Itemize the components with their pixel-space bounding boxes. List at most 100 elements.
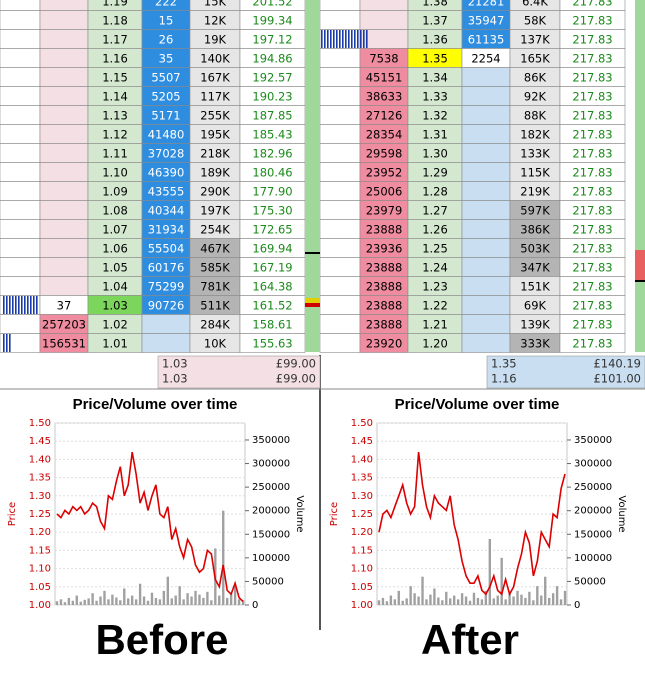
ladder-lay: 257203 [42, 318, 86, 332]
y-tick-label: 1.50 [351, 418, 373, 429]
ladder-cell [0, 219, 41, 239]
y2-tick-label: 350000 [252, 435, 290, 446]
ladder-cell [359, 0, 409, 11]
side-strip [305, 0, 320, 352]
ladder-lay: 23920 [366, 337, 403, 351]
ladder-cell [461, 238, 511, 258]
volume-bar [182, 599, 185, 605]
ladder-cell [39, 86, 89, 106]
ladder-cell [0, 276, 41, 296]
summary-amount: £140.19 [593, 357, 641, 371]
ladder-value: 217.83 [572, 223, 612, 237]
ladder-volume: 12K [204, 14, 227, 28]
ladder-cell [39, 257, 89, 277]
volume-bar [393, 599, 396, 605]
ladder-value: 217.83 [572, 337, 612, 351]
ladder-cell [559, 333, 626, 353]
y-tick-label: 1.00 [29, 600, 51, 611]
volume-bar [508, 593, 511, 605]
y2-tick-label: 0 [252, 600, 258, 611]
ladder-price: 1.37 [422, 14, 448, 28]
ladder-value: 192.57 [252, 71, 292, 85]
summary-amount: £101.00 [593, 372, 641, 386]
volume-bar [468, 600, 472, 605]
ladder-cell [319, 276, 361, 296]
charts: Price/Volume over time 1.00 1.05 1.10 1.15 1.… [7, 396, 627, 611]
volume-bar [142, 596, 146, 605]
ladder-value: 194.86 [252, 52, 292, 66]
ladder-volume: 597K [520, 204, 550, 218]
volume-bar [480, 599, 484, 605]
volume-bar [377, 600, 381, 605]
ladder-cell [0, 162, 41, 182]
ladder-value: 217.83 [572, 242, 612, 256]
y2-tick-label: 250000 [252, 482, 290, 493]
ladder-price: 1.30 [422, 147, 448, 161]
ladder-back: 46390 [148, 166, 185, 180]
volume-bar [123, 588, 126, 605]
volume-bar [544, 576, 547, 605]
ladder-volume: 503K [520, 242, 550, 256]
volume-bar [91, 593, 94, 605]
y-tick-label: 1.35 [351, 473, 373, 484]
summary-price: 1.35 [491, 357, 517, 371]
ladder-cell [319, 238, 361, 258]
volume-bar [456, 599, 460, 605]
ladder-value: 187.85 [252, 109, 292, 123]
ladder-price: 1.21 [422, 318, 448, 332]
ladder-value: 217.83 [572, 299, 612, 313]
ladder-cell [319, 219, 361, 239]
ladder-back: 75299 [148, 280, 185, 294]
ladder-price: 1.36 [422, 33, 448, 47]
ladder-value: 201.52 [252, 0, 292, 9]
ladder-cell [461, 295, 511, 315]
y2-tick-label: 350000 [574, 435, 612, 446]
ladder-volume: 197K [200, 204, 230, 218]
y-tick-label: 1.30 [351, 491, 373, 502]
ladder-cell [319, 181, 361, 201]
ladder-value: 217.83 [572, 261, 612, 275]
volume-marker [320, 30, 368, 48]
summary-box [486, 355, 645, 389]
volume-bar [210, 600, 213, 605]
ladder-volume: 218K [200, 147, 230, 161]
y-axis-label: Price [329, 502, 340, 526]
volume-bar [222, 510, 225, 605]
y2-tick-label: 200000 [252, 506, 290, 517]
volume-bar [445, 591, 448, 605]
ladder-price: 1.23 [422, 280, 448, 294]
summary-amount: £99.00 [276, 372, 316, 386]
ladder-cell [319, 67, 361, 87]
summary-price: 1.03 [162, 357, 188, 371]
volume-bar [492, 598, 495, 605]
volume-bar [500, 557, 503, 605]
volume-bar [421, 576, 424, 605]
y2-tick-label: 0 [574, 600, 580, 611]
y-tick-label: 1.25 [29, 509, 51, 520]
ladder-cell [461, 257, 511, 277]
volume-bar [437, 597, 440, 605]
ladder-cell [39, 162, 89, 182]
ladder-cell [39, 48, 89, 68]
ladder-volume: 195K [200, 128, 230, 142]
plot-area [376, 422, 568, 606]
ladder-value: 172.65 [252, 223, 292, 237]
ladder-price: 1.13 [102, 109, 128, 123]
ladder-price: 1.02 [102, 318, 128, 332]
volume-bar [453, 595, 456, 605]
volume-bar [241, 600, 245, 605]
ladder-back: 31934 [148, 223, 185, 237]
volume-bar [528, 591, 531, 605]
ladder-volume: 133K [520, 147, 550, 161]
ladder-volume: 386K [520, 223, 550, 237]
y-tick-label: 1.30 [29, 491, 51, 502]
ladder-back: 21281 [468, 0, 505, 9]
y2-tick-label: 50000 [574, 576, 606, 587]
ladder-value: 177.90 [252, 185, 292, 199]
ladder-cell [319, 200, 361, 220]
volume-bar [512, 596, 515, 605]
volume-bar [559, 599, 563, 605]
volume-bar [464, 596, 468, 605]
volume-bar [162, 590, 166, 605]
ladder-cell [39, 67, 89, 87]
